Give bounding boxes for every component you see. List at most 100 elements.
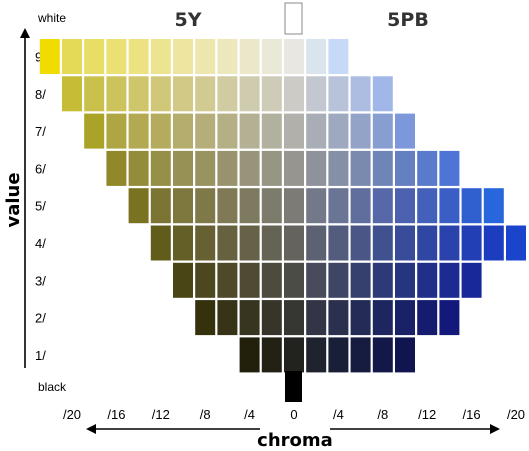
chroma-tick-label: /20 bbox=[63, 407, 81, 422]
swatch-5y bbox=[217, 39, 238, 74]
swatch-5pb bbox=[328, 150, 349, 186]
swatch-5y bbox=[261, 300, 282, 336]
swatch-5pb bbox=[395, 225, 415, 261]
swatch-5y bbox=[239, 188, 260, 224]
neutral-swatch bbox=[284, 76, 304, 112]
color-swatch-grid bbox=[39, 39, 526, 373]
swatch-5pb bbox=[350, 337, 371, 373]
swatch-5pb bbox=[372, 188, 393, 224]
black-swatch bbox=[285, 371, 302, 402]
swatch-5pb bbox=[328, 225, 349, 261]
value-level-label: 2/ bbox=[35, 311, 46, 326]
swatch-5y bbox=[195, 300, 216, 336]
swatch-5y bbox=[217, 76, 238, 112]
swatch-5y bbox=[239, 225, 260, 261]
swatch-5pb bbox=[439, 150, 460, 186]
swatch-5y bbox=[84, 39, 105, 74]
swatch-5pb bbox=[372, 113, 393, 149]
chroma-tick-label: /16 bbox=[463, 407, 481, 422]
value-top-label: white bbox=[37, 11, 66, 25]
swatch-5pb bbox=[306, 337, 327, 373]
neutral-swatch bbox=[284, 262, 304, 298]
swatch-5y bbox=[106, 113, 127, 149]
swatch-5y bbox=[261, 225, 282, 261]
chroma-tick-label: 0 bbox=[290, 407, 297, 422]
hue-label-right: 5PB bbox=[387, 9, 429, 31]
swatch-5pb bbox=[417, 300, 438, 336]
chroma-tick-label: /8 bbox=[200, 407, 211, 422]
swatch-5y bbox=[239, 39, 260, 74]
swatch-5pb bbox=[461, 188, 482, 224]
swatch-5pb bbox=[350, 188, 371, 224]
swatch-5y bbox=[150, 76, 171, 112]
swatch-5pb bbox=[395, 113, 415, 149]
swatch-5pb bbox=[439, 225, 460, 261]
chroma-tick-label: /4 bbox=[333, 407, 344, 422]
swatch-5y bbox=[261, 150, 282, 186]
swatch-5pb bbox=[306, 76, 327, 112]
swatch-5pb bbox=[417, 225, 438, 261]
swatch-5y bbox=[173, 39, 193, 74]
swatch-5y bbox=[106, 76, 127, 112]
swatch-5pb bbox=[395, 300, 415, 336]
neutral-swatch bbox=[284, 113, 304, 149]
value-level-label: 4/ bbox=[35, 236, 46, 251]
value-level-label: 6/ bbox=[35, 161, 46, 176]
neutral-swatch bbox=[284, 150, 304, 186]
swatch-5pb bbox=[306, 150, 327, 186]
swatch-5y bbox=[217, 262, 238, 298]
swatch-5y bbox=[217, 225, 238, 261]
swatch-5pb bbox=[350, 300, 371, 336]
swatch-5y bbox=[217, 113, 238, 149]
value-bottom-label: black bbox=[38, 380, 67, 394]
swatch-5y bbox=[195, 150, 216, 186]
swatch-5pb bbox=[372, 225, 393, 261]
swatch-5y bbox=[239, 113, 260, 149]
swatch-5y bbox=[173, 225, 193, 261]
swatch-5y bbox=[261, 39, 282, 74]
swatch-5y bbox=[239, 300, 260, 336]
white-swatch bbox=[284, 2, 303, 35]
swatch-5y bbox=[217, 150, 238, 186]
swatch-5pb bbox=[395, 188, 415, 224]
value-level-label: 3/ bbox=[35, 273, 46, 288]
chroma-tick-label: /20 bbox=[507, 407, 525, 422]
swatch-5pb bbox=[372, 76, 393, 112]
swatch-5pb bbox=[439, 300, 460, 336]
chroma-tick-label: /16 bbox=[107, 407, 125, 422]
swatch-5pb bbox=[328, 300, 349, 336]
swatch-5pb bbox=[328, 76, 349, 112]
swatch-5y bbox=[239, 337, 260, 373]
swatch-5y bbox=[106, 150, 127, 186]
swatch-5y bbox=[84, 113, 105, 149]
swatch-5y bbox=[150, 225, 171, 261]
swatch-5y bbox=[128, 188, 149, 224]
swatch-5y bbox=[128, 150, 149, 186]
swatch-5pb bbox=[372, 300, 393, 336]
swatch-5y bbox=[62, 39, 82, 74]
swatch-5y bbox=[150, 188, 171, 224]
neutral-swatch bbox=[284, 337, 304, 373]
swatch-5y bbox=[173, 76, 193, 112]
swatch-5y bbox=[195, 76, 216, 112]
swatch-5pb bbox=[328, 262, 349, 298]
swatch-5pb bbox=[328, 188, 349, 224]
swatch-5y bbox=[128, 76, 149, 112]
swatch-5pb bbox=[461, 225, 482, 261]
swatch-5y bbox=[173, 262, 193, 298]
swatch-5pb bbox=[506, 225, 526, 261]
neutral-swatch bbox=[284, 188, 304, 224]
swatch-5pb bbox=[417, 150, 438, 186]
swatch-5pb bbox=[328, 113, 349, 149]
swatch-5pb bbox=[306, 113, 327, 149]
value-level-label: 8/ bbox=[35, 87, 46, 102]
neutral-swatch bbox=[284, 225, 304, 261]
swatch-5pb bbox=[328, 39, 349, 74]
swatch-5pb bbox=[483, 188, 504, 224]
swatch-5y bbox=[173, 188, 193, 224]
swatch-5y bbox=[217, 188, 238, 224]
swatch-5y bbox=[217, 300, 238, 336]
chroma-tick-label: /12 bbox=[418, 407, 436, 422]
swatch-5pb bbox=[328, 337, 349, 373]
swatch-5pb bbox=[439, 262, 460, 298]
